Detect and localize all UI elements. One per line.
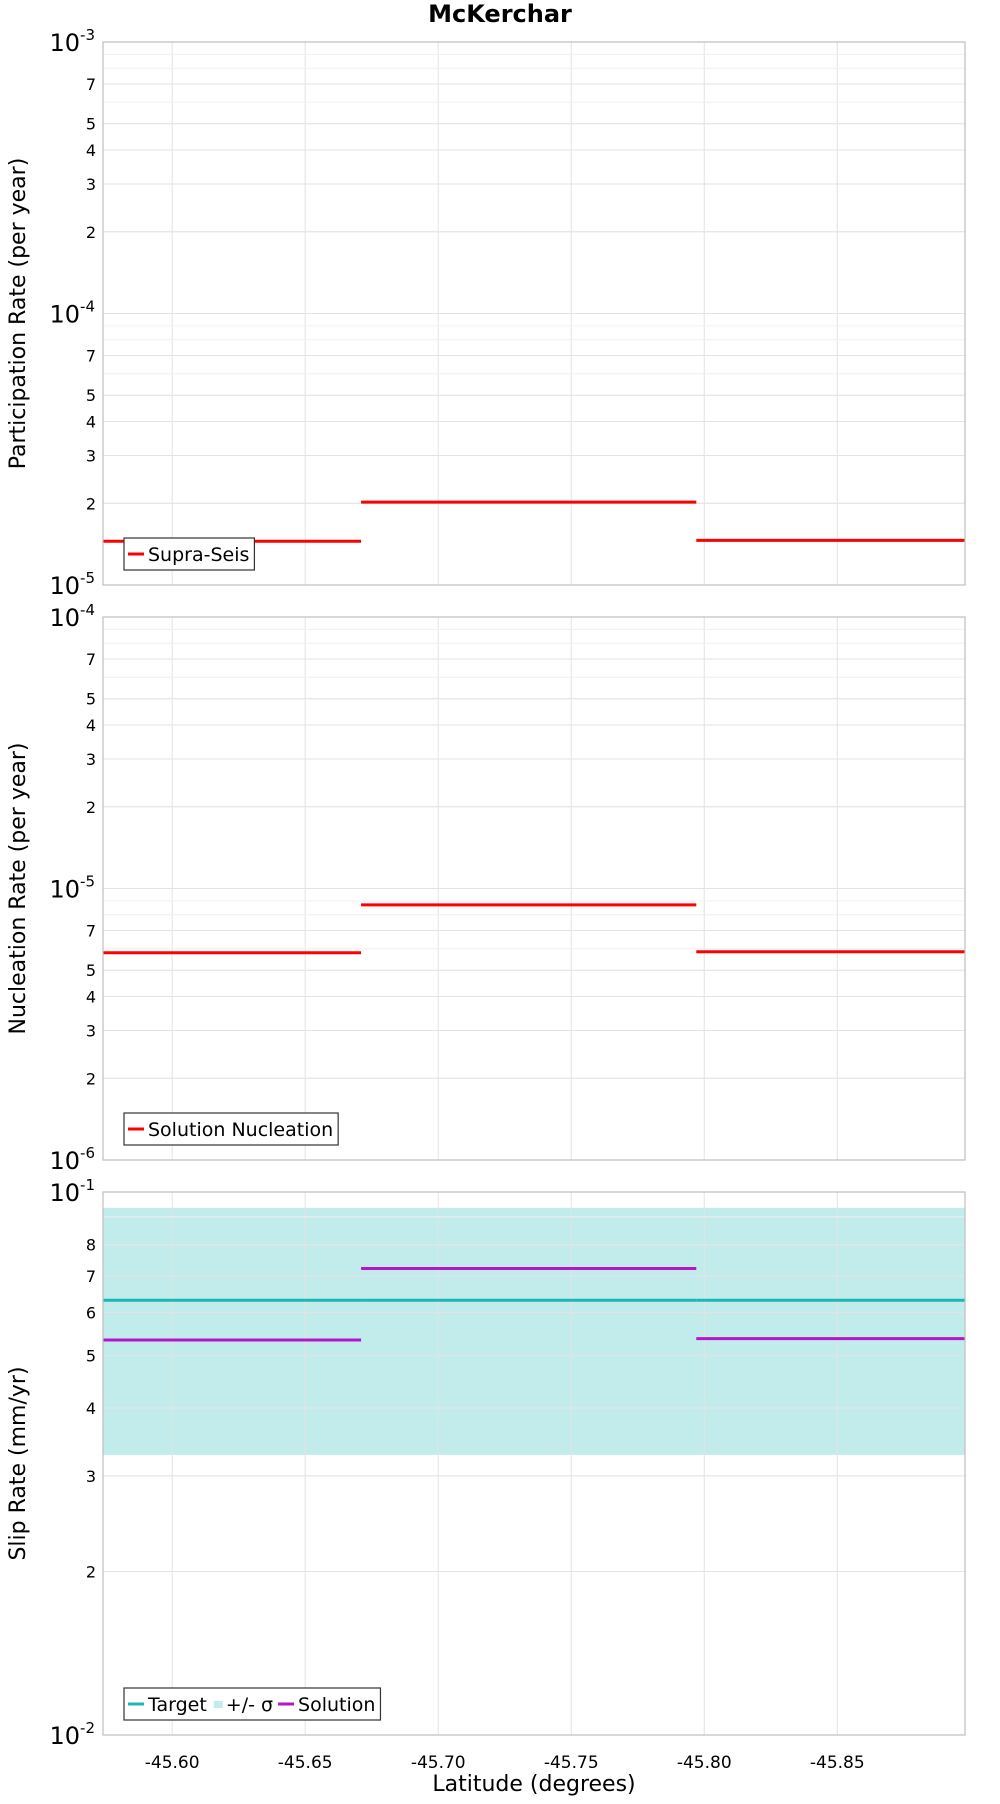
x-tick-label: -45.85 [810,1753,865,1773]
y-tick-label: 2 [86,798,96,817]
y-tick-label: 7 [86,650,96,669]
legend-label: Target [147,1694,207,1716]
y-tick-label: 3 [86,446,96,465]
y-major-tick-label: 10-5 [49,569,95,600]
x-tick-label: -45.80 [677,1753,732,1773]
y-tick-label: 3 [86,175,96,194]
y-tick-label: 2 [86,223,96,242]
y-tick-label: 7 [86,1267,96,1286]
y-tick-label: 8 [86,1236,96,1255]
plot-frame [102,1191,966,1736]
y-tick-label: 4 [86,988,96,1007]
legend-label: Solution Nucleation [148,1119,333,1141]
panel-2: 2 3 4 5 7 2 3 4 5 7 10-6 10-5 10-4 Nucleation Rate (p… [6,601,966,1175]
x-tick-label: -45.75 [544,1753,599,1773]
y-tick-label: 4 [86,716,96,735]
y-tick-label: 5 [86,961,96,980]
y-axis-label: Participation Rate (per year) [6,158,31,470]
legend-label: +/- σ [226,1694,273,1716]
y-axis-label: Slip Rate (mm/yr) [6,1366,31,1560]
y-tick-label: 7 [86,75,96,94]
y-tick-label: 3 [86,1467,96,1486]
legend-label: Solution [298,1694,375,1716]
x-tick-label: -45.60 [145,1753,200,1773]
legend: Supra-Seis [123,537,256,571]
legend-label: Supra-Seis [148,544,249,566]
y-tick-label: 3 [86,1021,96,1040]
y-major-tick-label: 10-2 [49,1719,95,1750]
x-tick-label: -45.70 [411,1753,466,1773]
y-tick-label: 7 [86,922,96,941]
y-major-tick-label: 10-3 [49,26,95,57]
y-tick-label: 5 [86,690,96,709]
y-tick-label: 3 [86,750,96,769]
y-tick-label: 4 [86,141,96,160]
y-major-tick-label: 10-4 [49,298,95,329]
legend: Target +/- σ Solution [123,1687,382,1721]
legend-frame [123,537,256,571]
y-tick-label: 2 [86,1563,96,1582]
plot-frame [102,616,966,1161]
y-major-tick-label: 10-5 [49,873,95,904]
y-major-tick-label: 10-4 [49,601,95,632]
y-major-tick-label: 10-1 [49,1176,95,1207]
legend-frame [123,1112,339,1146]
legend-swatch [213,1701,223,1708]
y-tick-label: 6 [86,1303,96,1322]
y-axis-label: Nucleation Rate (per year) [6,743,31,1035]
panel-1: 2 3 4 5 7 2 3 4 5 7 10-5 10-4 10-3 Participation Rate… [6,26,966,600]
legend-frame [123,1687,382,1721]
panel-3: 2 3 4 5 6 7 8 10-2 10-1 Slip Rate (mm/yr) Target +/… [6,1176,966,1750]
sigma-band [103,1207,965,1455]
x-axis-label: Latitude (degrees) [432,1772,635,1797]
y-tick-label: 5 [86,115,96,134]
y-tick-label: 5 [86,386,96,405]
plot-frame [102,41,966,586]
y-tick-label: 5 [86,1346,96,1365]
y-tick-label: 2 [86,494,96,513]
x-tick-label: -45.65 [278,1753,333,1773]
y-major-tick-label: 10-6 [49,1144,95,1175]
chart-title: McKerchar [428,0,572,28]
legend: Solution Nucleation [123,1112,339,1146]
y-tick-label: 7 [86,347,96,366]
y-tick-label: 2 [86,1069,96,1088]
y-tick-label: 4 [86,413,96,432]
y-tick-label: 4 [86,1399,96,1418]
